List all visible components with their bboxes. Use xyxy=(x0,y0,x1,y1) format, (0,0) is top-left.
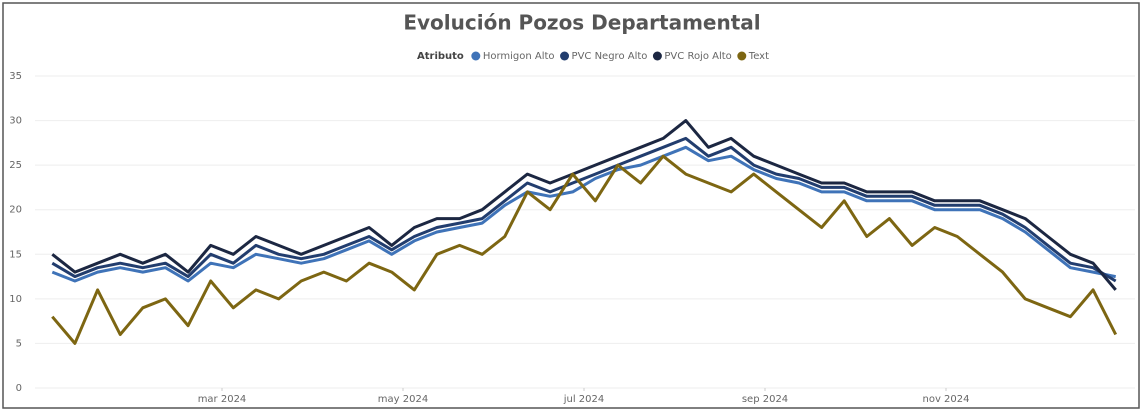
y-tick-label: 10 xyxy=(9,294,22,305)
series-line xyxy=(51,145,1116,283)
y-tick-label: 30 xyxy=(9,116,22,127)
y-tick-label: 20 xyxy=(9,205,22,216)
x-tick-label: nov 2024 xyxy=(922,394,969,405)
legend: Atributo Hormigon Alto PVC Negro Alto PVC R… xyxy=(417,51,769,62)
x-tick-label: jul 2024 xyxy=(563,394,605,405)
legend-label: PVC Negro Alto xyxy=(572,51,648,62)
legend-marker xyxy=(737,51,747,61)
series-line xyxy=(51,136,1117,283)
series-line xyxy=(51,154,1118,345)
x-tick-label: sep 2024 xyxy=(742,394,788,405)
x-tick-label: mar 2024 xyxy=(198,394,247,405)
legend-marker xyxy=(560,51,570,61)
legend-marker xyxy=(652,51,662,61)
legend-label: PVC Rojo Alto xyxy=(664,51,731,62)
y-tick-label: 25 xyxy=(9,160,22,171)
y-tick-label: 5 xyxy=(16,338,22,349)
legend-title: Atributo xyxy=(417,51,464,62)
y-tick-label: 35 xyxy=(9,71,22,82)
series-line xyxy=(51,119,1117,291)
legend-marker xyxy=(471,51,481,61)
y-tick-label: 15 xyxy=(9,249,22,260)
y-tick-label: 0 xyxy=(16,383,22,394)
legend-label: Hormigon Alto xyxy=(483,51,555,62)
legend-label: Text xyxy=(748,51,769,62)
x-tick-label: may 2024 xyxy=(378,394,428,405)
chart-title: Evolución Pozos Departamental xyxy=(403,11,760,35)
